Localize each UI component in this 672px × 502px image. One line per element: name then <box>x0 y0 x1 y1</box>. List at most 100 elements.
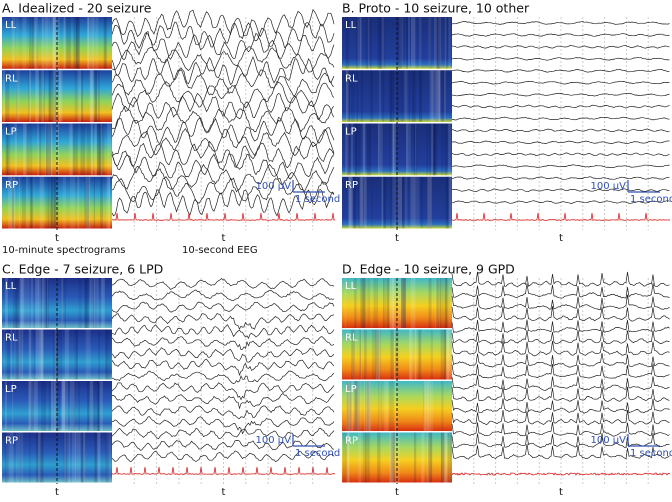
spectrogram-texture <box>40 329 43 380</box>
channel-label: RP <box>345 180 358 191</box>
spectrogram-texture <box>89 278 91 328</box>
spectrogram-texture <box>378 123 383 176</box>
spectrogram-texture <box>100 176 104 229</box>
spectrogram-texture <box>47 176 51 229</box>
spectrogram-texture <box>411 70 416 122</box>
eeg-trace <box>451 283 670 299</box>
eeg-trace <box>111 427 335 440</box>
spectrogram-texture <box>7 329 11 380</box>
spectrogram-texture <box>390 176 394 229</box>
spectrogram-texture <box>406 123 408 176</box>
spectrogram-texture <box>383 278 385 328</box>
spectrogram-texture <box>401 278 406 328</box>
spectrogram-texture <box>74 70 79 122</box>
eeg-trace <box>451 200 670 204</box>
channel-label: LL <box>5 281 17 292</box>
spectrogram-texture <box>440 432 444 483</box>
spectrogram-texture <box>432 123 436 176</box>
spectrogram-texture <box>84 176 90 229</box>
spectrogram-texture <box>411 17 416 69</box>
spectrogram-texture <box>389 432 394 483</box>
spectrogram-texture <box>437 17 441 69</box>
spectrogram-texture <box>443 432 447 483</box>
spectrogram-texture <box>356 70 358 122</box>
spectrogram-texture <box>370 70 374 122</box>
channel-label: RP <box>5 436 18 447</box>
spectrogram-texture <box>46 278 49 328</box>
scale-amplitude: 100 µV <box>591 181 627 192</box>
spectrogram-texture <box>413 123 418 176</box>
spectrogram-texture <box>74 329 77 380</box>
eeg-trace <box>111 163 335 193</box>
spectrogram-texture <box>62 176 66 229</box>
spectrogram-texture <box>364 381 370 431</box>
spectrogram-texture <box>80 432 83 483</box>
spectrogram-texture <box>362 432 367 483</box>
spectrogram-texture <box>5 278 8 328</box>
scale-time: 1 second <box>630 194 672 205</box>
spectrogram-texture <box>95 17 99 69</box>
spectrogram-texture <box>360 17 362 69</box>
spectrogram-texture <box>83 278 88 328</box>
channel-label: RL <box>5 333 18 344</box>
spectrogram-texture <box>413 432 417 483</box>
spectrogram-texture <box>397 17 403 69</box>
eeg-trace <box>451 398 670 414</box>
spectrogram-texture <box>60 70 63 122</box>
spectrogram-texture <box>69 432 71 483</box>
spectrogram-texture <box>33 381 38 431</box>
spectrogram-texture <box>354 278 357 328</box>
spectrogram-texture <box>85 329 91 380</box>
spectrogram-texture <box>73 17 78 69</box>
panel-title: A. Idealized - 20 seizure <box>2 1 152 16</box>
spectrogram-texture <box>390 329 394 380</box>
spectrogram-texture <box>345 70 349 122</box>
spectrogram-texture <box>423 381 425 431</box>
ecg-trace <box>451 472 671 476</box>
spectrogram-texture <box>78 278 82 328</box>
spectrogram-texture <box>354 381 360 431</box>
spectrogram-texture <box>106 432 111 483</box>
spectrogram-texture <box>346 432 350 483</box>
spectrogram-texture <box>53 70 57 122</box>
spectrogram-texture <box>429 70 434 122</box>
spectrogram-texture <box>389 432 394 483</box>
spectrogram-texture <box>347 123 351 176</box>
spectrogram-texture <box>350 381 354 431</box>
spectrogram-texture <box>362 123 366 176</box>
eeg-trace <box>111 127 335 157</box>
spectrogram-texture <box>366 381 370 431</box>
spectrogram-texture <box>381 17 385 69</box>
eeg-trace <box>111 358 335 377</box>
spectrogram-texture <box>80 123 86 176</box>
spectrogram-texture <box>28 381 32 431</box>
spectrogram-texture <box>23 123 27 176</box>
eeg-trace <box>111 440 335 451</box>
spectrogram-texture <box>408 70 411 122</box>
channel-label: RP <box>5 180 18 191</box>
spectrogram-texture <box>35 278 39 328</box>
spectrogram-texture <box>421 432 425 483</box>
spectrogram-texture <box>444 278 450 328</box>
eeg-trace <box>451 21 670 25</box>
x-label: t <box>55 487 59 498</box>
spectrogram-texture <box>70 381 75 431</box>
spectrogram-texture <box>28 70 31 122</box>
spectrogram-texture <box>381 176 384 229</box>
spectrogram-texture <box>440 432 446 483</box>
spectrogram-texture <box>5 381 7 431</box>
spectrogram-texture <box>428 278 432 328</box>
spectrogram-texture <box>14 123 17 176</box>
ecg-trace <box>451 212 671 222</box>
spectrogram-texture <box>427 432 432 483</box>
spectrogram-texture <box>447 432 452 483</box>
spectrogram-texture <box>100 123 103 176</box>
eeg-trace <box>451 104 670 109</box>
spectrogram-texture <box>360 329 362 380</box>
spectrogram-texture <box>25 176 29 229</box>
spectrogram-texture <box>59 70 62 122</box>
spectrogram-texture <box>96 432 101 483</box>
spectrogram-texture <box>353 381 358 431</box>
spectrogram-texture <box>25 123 30 176</box>
